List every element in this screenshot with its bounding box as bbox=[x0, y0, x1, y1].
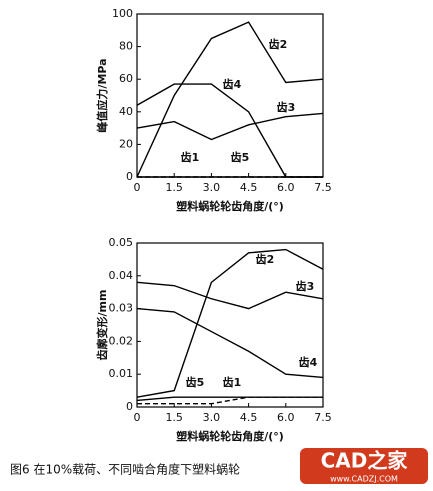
x-tick-label: 4.5 bbox=[240, 181, 258, 194]
series-line bbox=[136, 281, 324, 310]
series-label: 齿3 bbox=[296, 279, 315, 293]
x-tick-label: 1.5 bbox=[165, 411, 183, 424]
x-tick-label: 1.5 bbox=[165, 181, 183, 194]
watermark-url: www.CADZJ.COM bbox=[330, 475, 398, 484]
series-label: 齿2 bbox=[256, 252, 275, 266]
y-tick-label: 0.02 bbox=[109, 334, 134, 347]
x-tick-label: 3.0 bbox=[203, 411, 221, 424]
x-tick-label: 0 bbox=[134, 411, 141, 424]
y-tick-label: 0 bbox=[126, 400, 133, 413]
series-label: 齿2 bbox=[269, 37, 288, 51]
y-tick-label: 0.05 bbox=[109, 236, 134, 249]
watermark-box bbox=[300, 448, 428, 484]
y-tick-label: 20 bbox=[119, 137, 133, 150]
series-label: 齿3 bbox=[277, 100, 296, 114]
series-label: 齿1 bbox=[223, 375, 242, 389]
y-tick-label: 0.04 bbox=[109, 269, 134, 282]
series-line bbox=[136, 248, 324, 398]
series-label: 齿4 bbox=[223, 77, 242, 91]
series-label: 齿4 bbox=[299, 355, 318, 369]
series-line bbox=[136, 307, 324, 379]
x-axis-label: 塑料蜗轮轮齿角度/(°) bbox=[176, 199, 284, 213]
series-line bbox=[137, 396, 323, 405]
x-tick-label: 0 bbox=[134, 181, 141, 194]
x-tick-label: 7.5 bbox=[314, 411, 332, 424]
y-tick-label: 60 bbox=[119, 72, 133, 85]
x-axis-label: 塑料蜗轮轮齿角度/(°) bbox=[176, 429, 284, 443]
x-tick-label: 7.5 bbox=[314, 181, 332, 194]
y-tick-label: 80 bbox=[119, 40, 133, 53]
y-axis-label: 峰值应力/MPa bbox=[95, 58, 109, 132]
y-axis-label: 齿廓变形/mm bbox=[95, 290, 109, 361]
x-tick-label: 6.0 bbox=[277, 181, 295, 194]
x-tick-label: 4.5 bbox=[240, 411, 258, 424]
x-tick-label: 3.0 bbox=[203, 181, 221, 194]
watermark-text: CAD之家 bbox=[321, 449, 409, 473]
y-tick-label: 40 bbox=[119, 105, 133, 118]
y-tick-label: 0.01 bbox=[109, 367, 134, 380]
y-tick-label: 100 bbox=[112, 7, 133, 20]
y-tick-label: 0.03 bbox=[109, 302, 134, 315]
series-label: 齿1 bbox=[181, 150, 200, 164]
series-label: 齿5 bbox=[186, 375, 205, 389]
series-label: 齿5 bbox=[231, 150, 250, 164]
caption: 图6 在10%载荷、不同啮合角度下塑料蜗轮 bbox=[10, 462, 240, 477]
plot-frame bbox=[136, 242, 324, 408]
series-line bbox=[136, 112, 324, 141]
series-line bbox=[136, 396, 323, 402]
series-line bbox=[136, 21, 324, 178]
y-tick-label: 0 bbox=[126, 170, 133, 183]
x-tick-label: 6.0 bbox=[277, 411, 295, 424]
